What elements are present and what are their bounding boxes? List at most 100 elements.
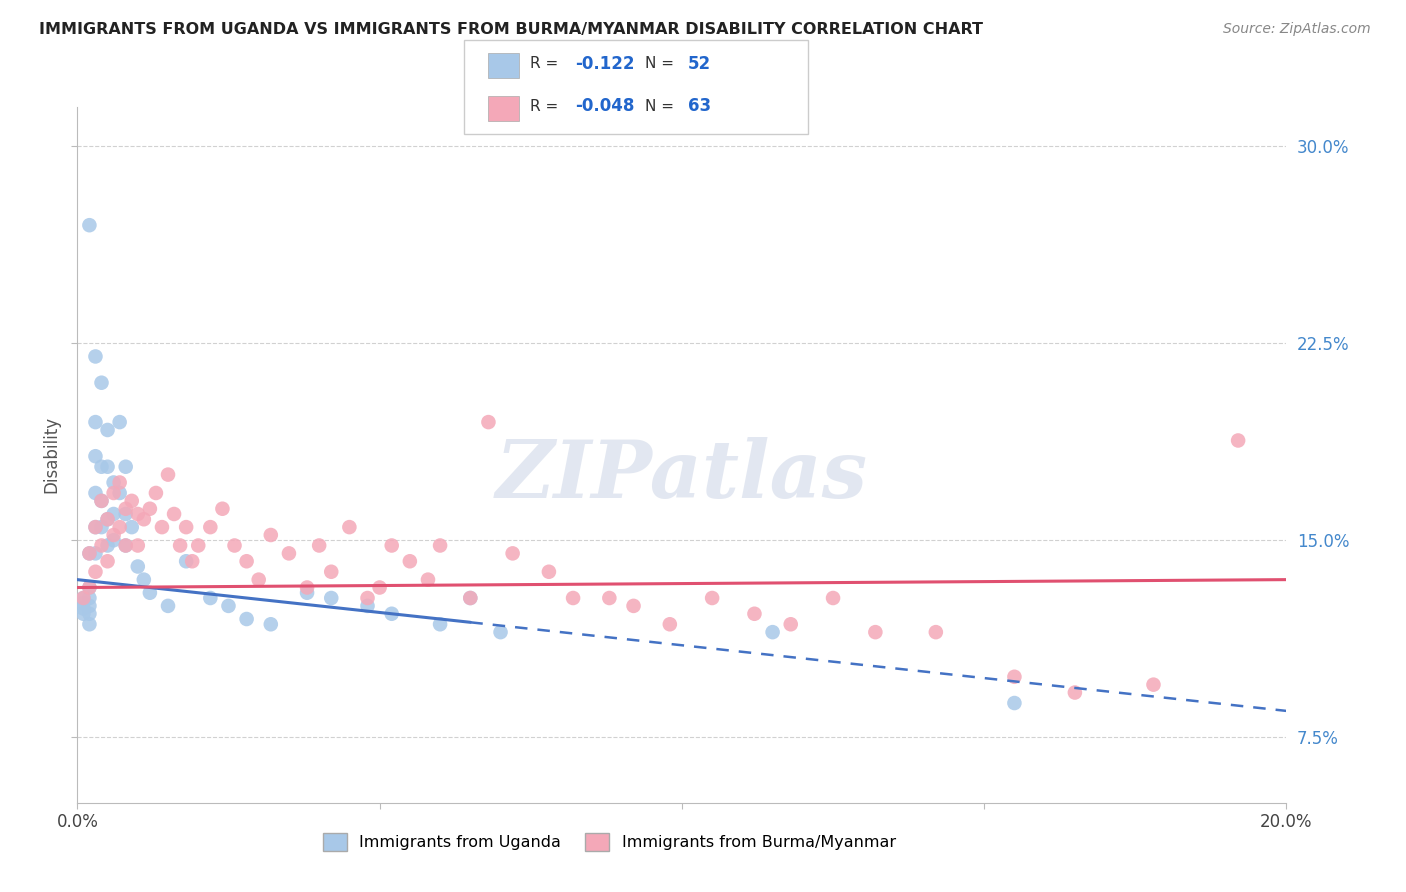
Text: IMMIGRANTS FROM UGANDA VS IMMIGRANTS FROM BURMA/MYANMAR DISABILITY CORRELATION C: IMMIGRANTS FROM UGANDA VS IMMIGRANTS FRO…: [39, 22, 983, 37]
Point: [90, 520, 112, 534]
Point: [79, 546, 101, 560]
Text: ZIPatlas: ZIPatlas: [496, 437, 868, 515]
Point: [562, 591, 585, 605]
Point: [416, 573, 439, 587]
Point: [114, 539, 136, 553]
Point: [157, 599, 180, 613]
Point: [337, 520, 360, 534]
Point: [458, 591, 481, 605]
Point: [295, 586, 318, 600]
Point: [84, 415, 107, 429]
Point: [84, 520, 107, 534]
Point: [84, 449, 107, 463]
Point: [145, 486, 167, 500]
Point: [114, 507, 136, 521]
Point: [103, 528, 125, 542]
Point: [121, 494, 143, 508]
Point: [121, 520, 143, 534]
Legend: Immigrants from Uganda, Immigrants from Burma/Myanmar: Immigrants from Uganda, Immigrants from …: [316, 826, 903, 857]
Point: [224, 539, 246, 553]
Point: [79, 218, 101, 232]
Point: [1004, 696, 1026, 710]
Point: [321, 591, 343, 605]
Point: [114, 501, 136, 516]
Text: 63: 63: [688, 97, 710, 115]
Point: [174, 554, 197, 568]
Text: N =: N =: [645, 98, 679, 113]
Point: [260, 528, 283, 542]
Point: [108, 415, 131, 429]
Point: [79, 607, 101, 621]
Text: -0.122: -0.122: [575, 54, 634, 72]
Point: [127, 559, 149, 574]
Point: [108, 486, 131, 500]
Point: [72, 601, 94, 615]
Point: [84, 565, 107, 579]
Point: [79, 617, 101, 632]
Point: [1004, 670, 1026, 684]
Point: [157, 467, 180, 482]
Point: [90, 459, 112, 474]
Point: [211, 501, 233, 516]
Point: [139, 586, 162, 600]
Point: [103, 533, 125, 548]
Point: [356, 599, 378, 613]
Point: [1064, 685, 1087, 699]
Point: [477, 415, 499, 429]
Point: [762, 625, 785, 640]
Point: [103, 507, 125, 521]
Point: [399, 554, 422, 568]
Point: [84, 350, 107, 364]
Point: [96, 554, 118, 568]
Point: [96, 459, 118, 474]
Point: [429, 617, 451, 632]
Point: [308, 539, 330, 553]
Point: [925, 625, 948, 640]
Point: [84, 520, 107, 534]
Point: [181, 554, 204, 568]
Point: [108, 475, 131, 490]
Y-axis label: Disability: Disability: [42, 417, 60, 493]
Point: [174, 520, 197, 534]
Point: [187, 539, 209, 553]
Text: R =: R =: [530, 98, 564, 113]
Point: [169, 539, 191, 553]
Point: [90, 494, 112, 508]
Point: [821, 591, 844, 605]
Point: [79, 581, 101, 595]
Text: 52: 52: [688, 54, 710, 72]
Point: [702, 591, 724, 605]
Point: [200, 591, 222, 605]
Point: [96, 539, 118, 553]
Point: [127, 507, 149, 521]
Point: [200, 520, 222, 534]
Point: [321, 565, 343, 579]
Point: [163, 507, 186, 521]
Point: [79, 591, 101, 605]
Text: -0.048: -0.048: [575, 97, 634, 115]
Point: [114, 539, 136, 553]
Point: [658, 617, 681, 632]
Point: [598, 591, 620, 605]
Point: [139, 501, 162, 516]
Point: [235, 612, 257, 626]
Point: [260, 617, 283, 632]
Text: N =: N =: [645, 56, 679, 71]
Point: [502, 546, 524, 560]
Point: [90, 494, 112, 508]
Point: [90, 539, 112, 553]
Point: [96, 512, 118, 526]
Point: [381, 607, 404, 621]
Point: [79, 581, 101, 595]
Point: [368, 581, 391, 595]
Point: [278, 546, 301, 560]
Point: [865, 625, 887, 640]
Point: [381, 539, 404, 553]
Point: [150, 520, 173, 534]
Point: [1142, 678, 1164, 692]
Point: [779, 617, 801, 632]
Point: [623, 599, 645, 613]
Point: [90, 376, 112, 390]
Point: [218, 599, 240, 613]
Point: [72, 591, 94, 605]
